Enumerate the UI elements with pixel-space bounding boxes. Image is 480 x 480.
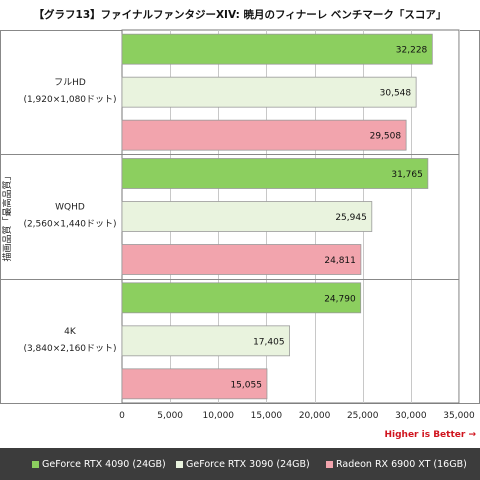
legend-item-2: Radeon RX 6900 XT (16GB) [326, 456, 467, 472]
bar-s2-c0 [121, 119, 407, 151]
bar-s0-c2 [121, 282, 362, 314]
legend-swatch-1 [176, 460, 183, 468]
data-label-s1-c1: 25,945 [335, 213, 367, 223]
bar-s2-c2 [121, 368, 268, 400]
data-label-s2-c1: 24,811 [324, 256, 356, 266]
data-label-s1-c2: 17,405 [253, 337, 285, 347]
bar-s2-c1 [121, 244, 362, 275]
legend-item-0: GeForce RTX 4090 (24GB) [32, 456, 166, 472]
bar-s1-c0 [121, 76, 417, 108]
data-label-s2-c2: 15,055 [230, 380, 262, 390]
bar-s1-c2 [121, 325, 290, 357]
legend-item-1: GeForce RTX 3090 (24GB) [176, 456, 310, 472]
bar-s0-c0 [121, 33, 433, 65]
x-tick-label-4: 20,000 [299, 411, 331, 421]
data-label-s2-c0: 29,508 [370, 132, 402, 142]
legend-label-2: Radeon RX 6900 XT (16GB) [336, 458, 467, 470]
x-tick-label-3: 15,000 [251, 411, 283, 421]
chart-legend: GeForce RTX 4090 (24GB) GeForce RTX 3090 … [0, 448, 480, 480]
bar-chart: 【グラフ13】ファイナルファンタジーXIV: 暁月のフィナーレ ベンチマーク「ス… [0, 8, 480, 440]
category-sublabel-2: (3,840×2,160ドット) [23, 344, 116, 354]
category-label-1: WQHD [55, 203, 85, 213]
data-label-s1-c0: 30,548 [380, 89, 412, 99]
higher-is-better-annotation: Higher is Better → [384, 430, 476, 440]
category-label-0: フルHD [54, 78, 86, 88]
x-tick-label-2: 10,000 [203, 411, 235, 421]
data-label-s0-c1: 31,765 [391, 170, 423, 180]
chart-title: 【グラフ13】ファイナルファンタジーXIV: 暁月のフィナーレ ベンチマーク「ス… [34, 8, 447, 21]
y-axis-label: 描画品質「最高品質」 [1, 171, 13, 261]
legend-label-1: GeForce RTX 3090 (24GB) [186, 458, 310, 470]
bar-s0-c1 [121, 158, 429, 189]
legend-swatch-2 [326, 460, 333, 468]
x-tick-label-5: 25,000 [347, 411, 379, 421]
bar-s1-c1 [121, 201, 373, 232]
x-tick-label-7: 35,000 [443, 411, 475, 421]
category-sublabel-1: (2,560×1,440ドット) [23, 220, 116, 230]
data-label-s0-c2: 24,790 [324, 294, 356, 304]
x-tick-label-1: 5,000 [157, 411, 183, 421]
x-tick-label-0: 0 [119, 411, 125, 421]
category-sublabel-0: (1,920×1,080ドット) [23, 95, 116, 105]
legend-swatch-0 [32, 460, 39, 468]
legend-label-0: GeForce RTX 4090 (24GB) [42, 458, 166, 470]
category-label-2: 4K [64, 327, 77, 337]
data-label-s0-c0: 32,228 [396, 46, 428, 56]
x-tick-label-6: 30,000 [395, 411, 427, 421]
